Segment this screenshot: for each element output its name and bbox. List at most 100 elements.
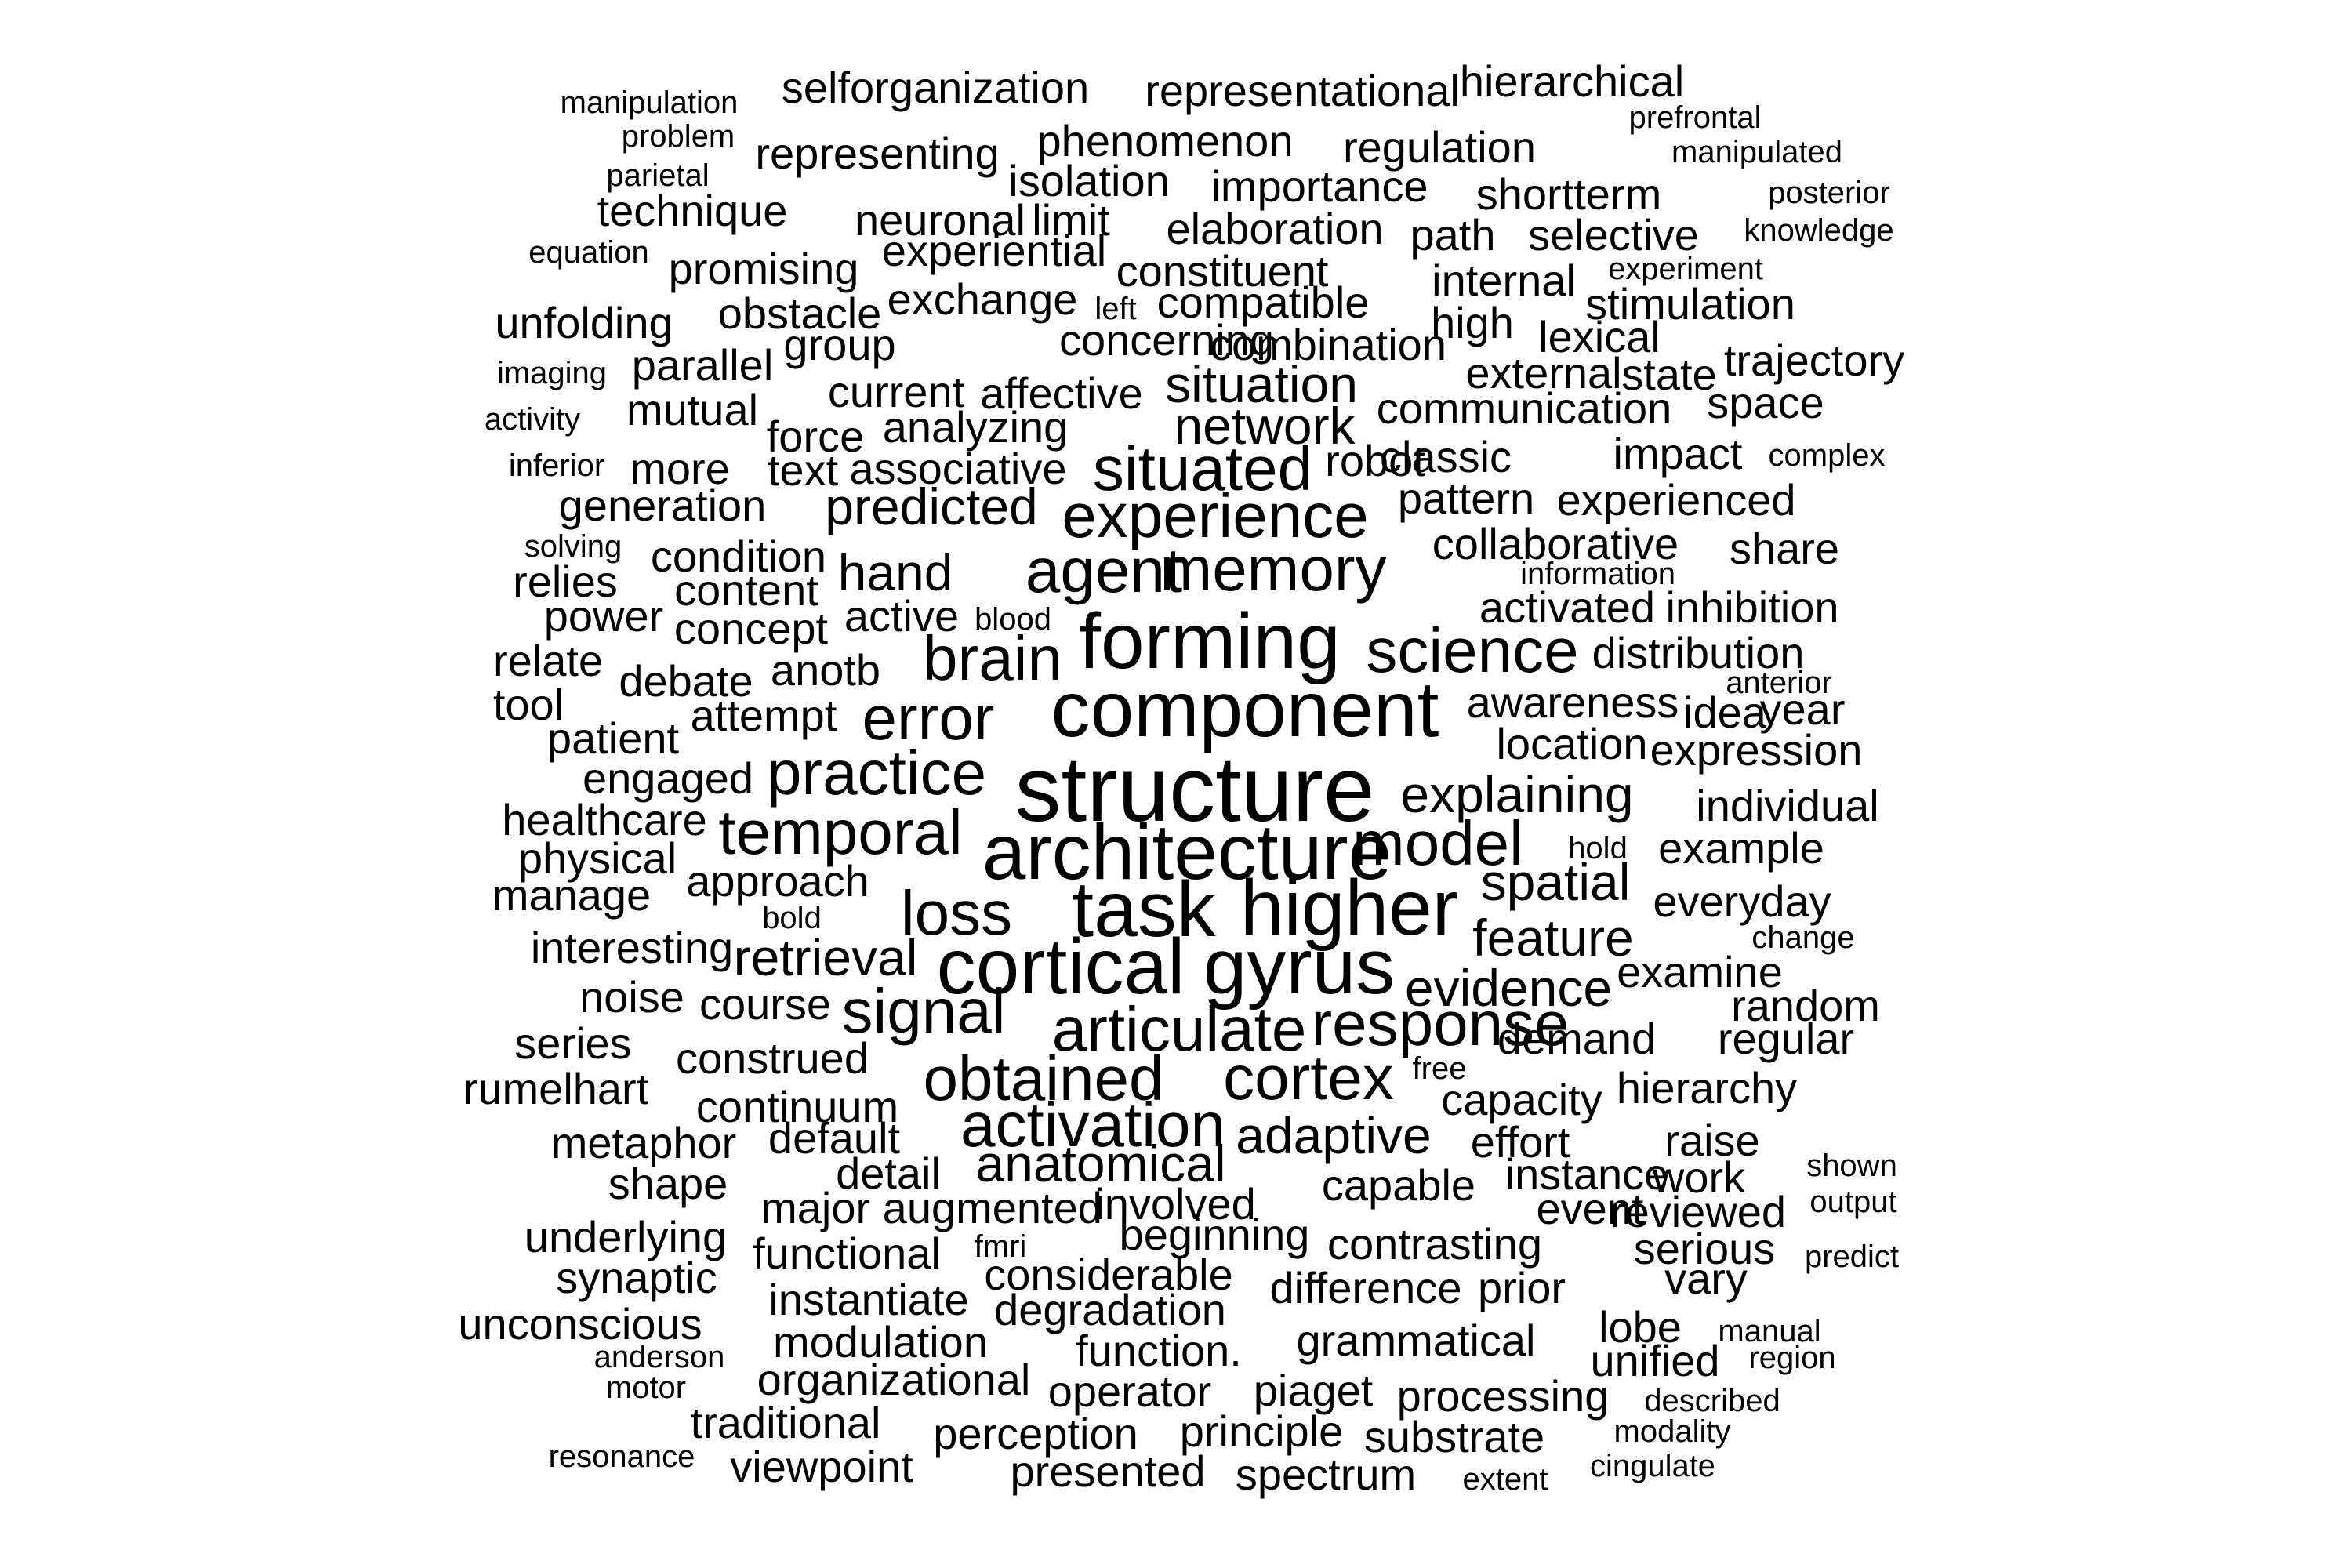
word: viewpoint — [730, 1442, 913, 1491]
word: parietal — [606, 158, 710, 193]
word: lexical — [1538, 312, 1661, 361]
word: representational — [1145, 66, 1460, 115]
word: practice — [766, 738, 987, 808]
word: affective — [980, 368, 1143, 418]
word: grammatical — [1296, 1316, 1536, 1365]
word: space — [1707, 378, 1824, 427]
word: compatible — [1156, 278, 1370, 327]
word: organizational — [757, 1355, 1031, 1404]
word: architecture — [982, 808, 1392, 896]
word: raise — [1664, 1116, 1760, 1165]
word: manipulated — [1671, 135, 1842, 169]
word: processing — [1396, 1371, 1610, 1421]
word: bold — [762, 901, 822, 935]
word: active — [844, 591, 960, 641]
word: major augmented — [760, 1183, 1102, 1232]
word: hierarchy — [1616, 1063, 1798, 1112]
word: engaged — [582, 753, 754, 803]
word: change — [1751, 920, 1855, 955]
word: lobe — [1599, 1302, 1682, 1352]
word: fmri — [974, 1229, 1027, 1264]
word: imaging — [496, 356, 608, 390]
word: patient — [546, 713, 680, 763]
word: knowledge — [1744, 213, 1894, 248]
word: content — [674, 565, 818, 615]
word: modality — [1613, 1414, 1731, 1449]
word: metaphor — [550, 1118, 737, 1167]
word: concerning — [1059, 315, 1274, 365]
word: error — [862, 683, 995, 753]
word: instance — [1504, 1149, 1669, 1199]
word: activated — [1479, 583, 1656, 632]
word: solving — [524, 529, 622, 564]
word: random — [1731, 981, 1880, 1030]
word: continuum — [695, 1082, 899, 1131]
word: motor — [605, 1370, 687, 1405]
word: involved — [1094, 1179, 1256, 1229]
word: collaborative — [1432, 519, 1679, 568]
word: regular — [1717, 1014, 1855, 1063]
word: importance — [1210, 162, 1428, 211]
word: modulation — [773, 1317, 988, 1367]
word: situation — [1165, 355, 1358, 413]
word: complex — [1768, 438, 1886, 473]
word: resonance — [548, 1439, 695, 1474]
word: obstacle — [717, 289, 882, 338]
word: traditional — [690, 1398, 881, 1447]
word: effort — [1470, 1117, 1570, 1167]
word: neuronal — [855, 195, 1025, 245]
word: articulate — [1051, 994, 1307, 1064]
word: posterior — [1768, 176, 1890, 210]
word: example — [1658, 823, 1824, 873]
word: instantiate — [768, 1275, 969, 1324]
word: hierarchical — [1459, 56, 1685, 106]
word: unconscious — [458, 1299, 702, 1348]
word: information — [1520, 557, 1675, 591]
word: tool — [492, 680, 564, 729]
word: left — [1094, 292, 1137, 326]
word: anderson — [593, 1340, 725, 1374]
word: network — [1174, 397, 1356, 455]
word: debate — [619, 656, 753, 706]
word: constituent — [1116, 246, 1329, 296]
word: physical — [517, 833, 677, 883]
word: work — [1652, 1152, 1746, 1202]
word: higher — [1240, 864, 1458, 952]
word: structure — [1014, 738, 1375, 841]
word: group — [783, 320, 896, 369]
word: component — [1051, 666, 1439, 753]
word: distribution — [1592, 628, 1805, 677]
word: inferior — [508, 448, 605, 483]
word: isolation — [1008, 156, 1170, 205]
word: condition — [650, 532, 827, 581]
word: cingulate — [1589, 1449, 1716, 1483]
word: representing — [755, 129, 1000, 178]
word: hand — [837, 543, 953, 601]
word: rumelhart — [463, 1064, 649, 1113]
word: beginning — [1119, 1210, 1310, 1259]
word: limit — [1032, 195, 1110, 245]
word: activity — [484, 402, 581, 437]
word: presented — [1010, 1446, 1206, 1496]
word: technique — [597, 186, 788, 235]
word: model — [1352, 808, 1523, 878]
word: serious — [1633, 1224, 1776, 1273]
word: exchange — [887, 274, 1078, 324]
word: selective — [1528, 210, 1699, 260]
word: associative — [849, 444, 1067, 493]
word: external — [1465, 348, 1622, 397]
word: path — [1410, 210, 1496, 260]
word: task — [1072, 866, 1216, 953]
word: relate — [492, 636, 604, 685]
word: evidence — [1404, 959, 1613, 1017]
word: trajectory — [1723, 336, 1905, 385]
word: unfolding — [495, 298, 673, 347]
word: capacity — [1441, 1075, 1602, 1124]
word: memory — [1160, 534, 1387, 604]
word: forming — [1079, 597, 1341, 685]
word: interesting — [530, 923, 734, 972]
word: perception — [933, 1409, 1138, 1458]
word: spatial — [1480, 853, 1631, 911]
word: manage — [492, 870, 652, 920]
word: attempt — [690, 691, 837, 740]
